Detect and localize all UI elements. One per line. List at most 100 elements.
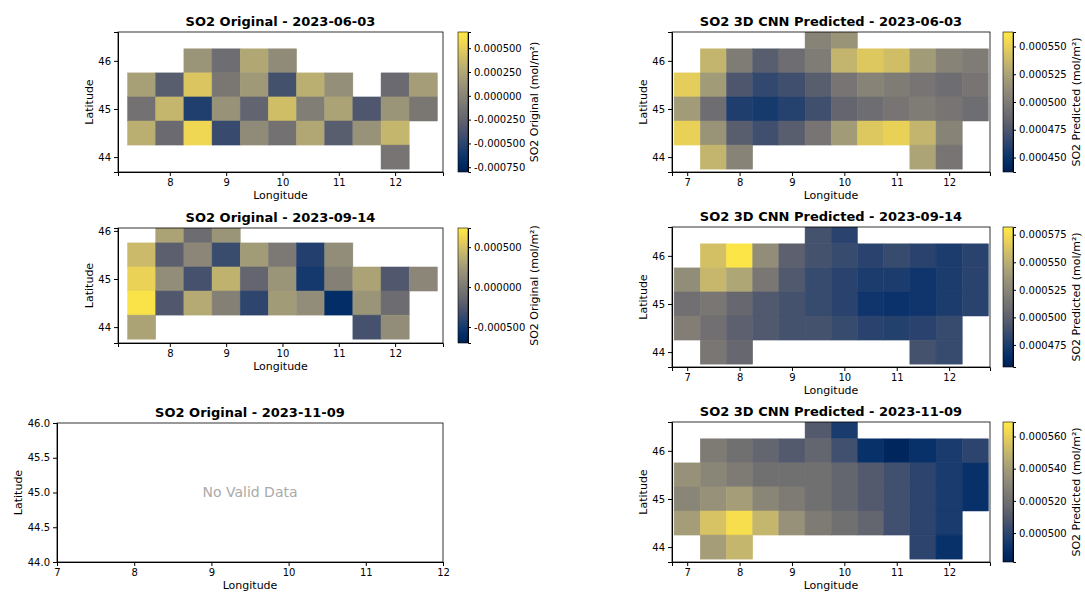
cell [726, 49, 752, 73]
cell [884, 244, 910, 268]
tick-mark [1013, 74, 1016, 75]
cell [779, 97, 805, 121]
cell [700, 292, 726, 316]
y-axis-line [668, 228, 673, 368]
cell [325, 73, 353, 97]
cell [779, 463, 805, 487]
cell [156, 121, 184, 145]
tick-mark [114, 61, 118, 62]
panel: 789101112444546SO2 3D CNN Predicted - 20… [637, 209, 1083, 397]
cell [212, 291, 240, 315]
tick-mark [114, 109, 118, 110]
figure: 89101112444546SO2 Original - 2023-06-03L… [0, 0, 1085, 599]
tick-mark [53, 562, 57, 563]
cell [674, 292, 700, 316]
tick: 0.000475 [1013, 340, 1067, 351]
cell [353, 97, 381, 121]
tick-mark [949, 367, 950, 371]
cell [779, 487, 805, 511]
cells [128, 228, 438, 339]
colorbar-axis-line [1014, 228, 1017, 368]
tick: 44 [98, 322, 118, 333]
panel-title: SO2 3D CNN Predicted - 2023-06-03 [700, 14, 962, 29]
cell [831, 511, 857, 535]
cell [700, 316, 726, 340]
tick: 0.000575 [1013, 229, 1067, 240]
tick: 11 [333, 172, 346, 188]
tick-label: 0.000000 [474, 91, 522, 102]
cell [700, 340, 726, 364]
cell [831, 487, 857, 511]
tick: 0.000500 [468, 43, 522, 54]
tick-mark [1013, 262, 1016, 263]
cell [910, 244, 936, 268]
cell [910, 268, 936, 292]
tick-label: 9 [223, 177, 229, 188]
tick: 0.000450 [1013, 152, 1067, 163]
tick-mark [1013, 290, 1016, 291]
tick-label: 8 [737, 567, 743, 578]
tick-mark [1013, 102, 1016, 103]
cell [962, 268, 988, 292]
colorbar-axis-line [469, 33, 472, 173]
tick-label: 7 [685, 177, 691, 188]
cell [409, 73, 437, 97]
tick: 12 [437, 562, 450, 578]
cell [753, 439, 779, 463]
cell [240, 73, 268, 97]
colorbar-axis: 0.0005000.0005200.0005400.000560 [1013, 423, 1067, 563]
tick-mark [668, 547, 672, 548]
cell [831, 97, 857, 121]
tick-mark [1013, 436, 1016, 437]
cell [156, 243, 184, 267]
tick: 45.5 [28, 452, 57, 463]
cell [753, 316, 779, 340]
tick: 45 [652, 104, 672, 115]
cell [831, 32, 857, 49]
cell [726, 97, 752, 121]
tick-label: 0.000550 [1019, 257, 1067, 268]
tick: 7 [54, 562, 60, 578]
cell [700, 511, 726, 535]
cell [910, 73, 936, 97]
cell [884, 49, 910, 73]
cell [805, 227, 831, 244]
cell [353, 291, 381, 315]
cell [268, 291, 296, 315]
tick-label: 8 [167, 177, 173, 188]
tick-label: 44 [652, 152, 665, 163]
tick-label: 0.000500 [474, 43, 522, 54]
panel-title: SO2 Original - 2023-06-03 [186, 14, 376, 29]
cell [674, 463, 700, 487]
tick: 10 [277, 172, 290, 188]
y-axis: 444546 [652, 423, 672, 563]
x-axis-title: Longitude [223, 579, 278, 592]
cell [726, 121, 752, 145]
x-axis-title: Longitude [804, 579, 859, 592]
tick-mark [792, 562, 793, 566]
tick: 9 [789, 367, 795, 383]
tick-mark [740, 172, 741, 176]
tick-mark [740, 562, 741, 566]
plot-frame [672, 422, 990, 562]
tick-mark [170, 172, 171, 176]
colorbar-axis: -0.000750-0.000500-0.0002500.0000000.000… [468, 33, 525, 173]
tick-mark [134, 562, 135, 566]
cell [910, 97, 936, 121]
tick-mark [897, 562, 898, 566]
colorbar [1003, 227, 1013, 367]
cell [726, 487, 752, 511]
tick-mark [844, 172, 845, 176]
cell [212, 243, 240, 267]
tick-mark [1013, 469, 1016, 470]
x-axis-title: Longitude [253, 360, 308, 373]
tick: 45 [652, 299, 672, 310]
x-axis: 789101112 [673, 562, 991, 578]
cell [381, 315, 409, 339]
tick-label: 46 [98, 226, 111, 237]
cell [831, 463, 857, 487]
cell [884, 292, 910, 316]
tick-label: 44 [98, 152, 111, 163]
tick-mark [282, 343, 283, 347]
cell [128, 315, 156, 339]
